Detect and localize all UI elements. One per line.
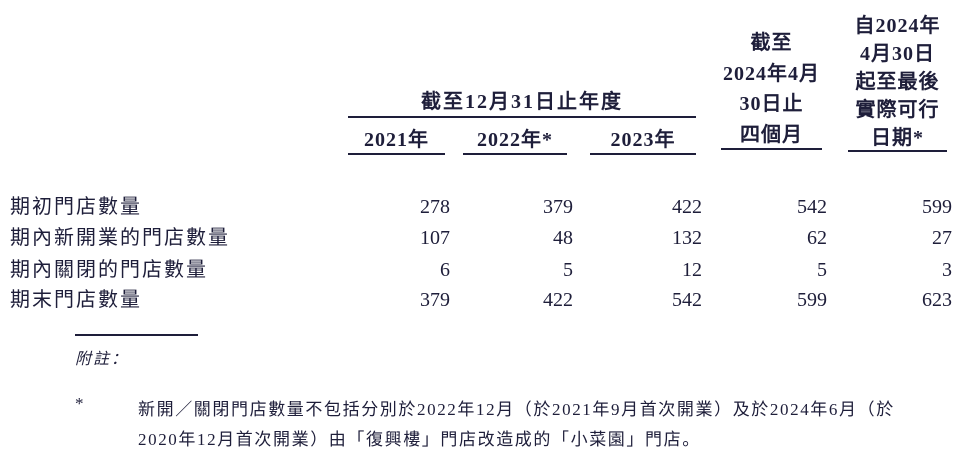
cell-value: 542 [672, 289, 702, 311]
footnote-divider [75, 334, 198, 336]
cell-value: 422 [543, 289, 573, 311]
table-row-closing-stores: 期末門店數量 379 422 542 599 623 [0, 289, 960, 313]
cell-value: 5 [563, 259, 573, 281]
table-row-closed-stores: 期內關閉的門店數量 6 5 12 5 3 [0, 259, 960, 283]
col-header-2021: 2021年 [348, 127, 445, 155]
cell-value: 542 [797, 196, 827, 218]
cell-value: 62 [807, 227, 827, 249]
col-header-latest-practicable-date: 自2024年 4月30日 起至最後 實際可行 日期* [848, 12, 947, 152]
cell-value: 379 [420, 289, 450, 311]
cell-value: 12 [682, 259, 702, 281]
col-header-line: 2024年4月 [723, 62, 820, 85]
cell-value: 3 [942, 259, 952, 281]
col-header-line: 4月30日 [860, 43, 935, 65]
col-header-line: 自2024年 [854, 15, 941, 37]
row-label: 期初門店數量 [10, 196, 142, 218]
table-row-opening-stores: 期初門店數量 278 379 422 542 599 [0, 196, 960, 220]
cell-value: 6 [440, 259, 450, 281]
col-header-line: 截至 [750, 32, 793, 54]
footnote-text-line: 2020年12月首次開業）由「復興樓」門店改造成的「小菜園」門店。 [138, 430, 701, 449]
col-header-line: 30日止 [739, 93, 804, 115]
row-label: 期末門店數量 [10, 289, 142, 311]
cell-value: 599 [922, 196, 952, 218]
footnote-text-line: 新開／關閉門店數量不包括分別於2022年12月（於2021年9月首次開業）及於2… [138, 400, 895, 419]
footnotes-heading: 附註： [75, 351, 130, 368]
cell-value: 599 [797, 289, 827, 311]
footnote-asterisk-marker: * [75, 394, 84, 413]
col-header-line: 四個月 [740, 123, 803, 146]
row-label: 期內新開業的門店數量 [10, 227, 230, 249]
cell-value: 132 [672, 227, 702, 249]
col-header-2023: 2023年 [590, 127, 696, 155]
cell-value: 379 [543, 196, 573, 218]
col-header-line: 起至最後 [855, 71, 940, 93]
cell-value: 48 [553, 227, 573, 249]
col-header-line: 日期* [871, 127, 924, 149]
cell-value: 27 [932, 227, 952, 249]
col-header-2022: 2022年* [463, 127, 567, 155]
cell-value: 107 [420, 227, 450, 249]
cell-value: 422 [672, 196, 702, 218]
cell-value: 5 [817, 259, 827, 281]
cell-value: 623 [922, 289, 952, 311]
cell-value: 278 [420, 196, 450, 218]
table-row-new-stores: 期內新開業的門店數量 107 48 132 62 27 [0, 227, 960, 251]
row-label: 期內關閉的門店數量 [10, 259, 208, 281]
col-group-header-year-ended: 截至12月31日止年度 [348, 88, 696, 118]
col-header-line: 實際可行 [855, 99, 940, 121]
col-header-four-months-2024: 截至 2024年4月 30日止 四個月 [721, 28, 822, 150]
